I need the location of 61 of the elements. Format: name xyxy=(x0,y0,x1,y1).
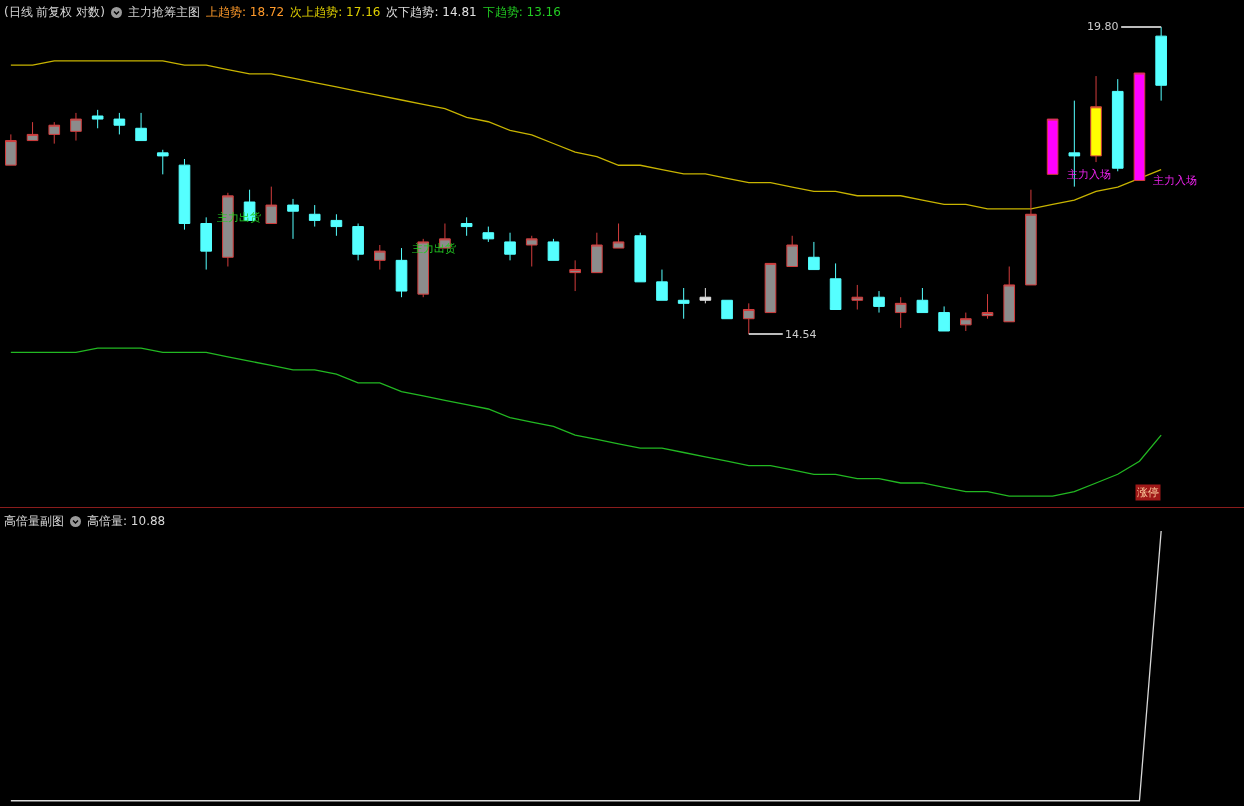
candlestick xyxy=(786,235,798,267)
candlestick xyxy=(569,259,581,292)
candlestick xyxy=(1090,75,1102,163)
candlestick xyxy=(460,216,473,237)
annotation: 14.54 xyxy=(785,328,817,341)
text: 次下趋势: 14.81 xyxy=(386,4,477,21)
candlestick xyxy=(547,238,560,261)
annotation: 主力入场 xyxy=(1153,174,1197,187)
candlestick xyxy=(916,287,929,314)
candlestick xyxy=(200,216,212,271)
candlestick xyxy=(482,226,495,243)
candlestick xyxy=(677,287,690,320)
candlestick xyxy=(612,223,625,249)
candlestick xyxy=(699,287,712,304)
candlestick xyxy=(960,312,972,332)
candlestick xyxy=(178,158,191,231)
candlestick xyxy=(1003,266,1016,323)
candlestick xyxy=(1046,118,1059,175)
candlestick xyxy=(330,213,343,237)
text: 次上趋势: 17.16 xyxy=(290,4,381,21)
candlestick xyxy=(1025,189,1037,286)
candlestick xyxy=(26,121,39,142)
candlestick xyxy=(135,112,147,142)
candlestick xyxy=(395,247,408,298)
candlestick xyxy=(287,198,299,240)
candlestick xyxy=(91,109,104,129)
candlestick xyxy=(634,232,647,283)
candlestick xyxy=(851,284,864,310)
candlestick xyxy=(938,305,950,332)
candlestick xyxy=(5,133,17,166)
candlestick xyxy=(308,204,321,228)
candlestick xyxy=(873,290,885,314)
candlestick xyxy=(764,262,777,314)
candlestick xyxy=(70,112,82,142)
text: 高倍量: 10.88 xyxy=(87,513,166,530)
candlestick xyxy=(981,293,994,320)
candlestick xyxy=(591,232,603,274)
text: 上趋势: 18.72 xyxy=(206,4,285,21)
candlestick xyxy=(156,149,169,175)
chart-title: 高倍量副图 xyxy=(4,513,64,530)
candlestick xyxy=(525,235,538,267)
candlestick xyxy=(829,262,842,310)
text: 下趋势: 13.16 xyxy=(482,4,561,21)
candlestick xyxy=(352,223,364,261)
candlestick xyxy=(113,112,126,135)
candlestick xyxy=(1133,72,1146,181)
candlestick xyxy=(721,299,733,320)
chart-subtitle: 主力抢筹主图 xyxy=(128,4,200,21)
candlestick xyxy=(374,244,386,271)
candlestick xyxy=(265,186,278,224)
candlestick xyxy=(808,241,820,271)
candlestick xyxy=(894,296,907,329)
candlestick xyxy=(1155,26,1167,102)
candlestick xyxy=(504,232,516,261)
annotation: 涨停 xyxy=(1137,486,1159,499)
candlestick xyxy=(1111,78,1124,172)
candlestick xyxy=(656,269,668,301)
candlestick xyxy=(48,121,61,145)
chart-title: (日线 前复权 对数) xyxy=(4,4,105,21)
candlestick xyxy=(742,302,755,335)
annotation: 19.80 xyxy=(1087,20,1119,33)
